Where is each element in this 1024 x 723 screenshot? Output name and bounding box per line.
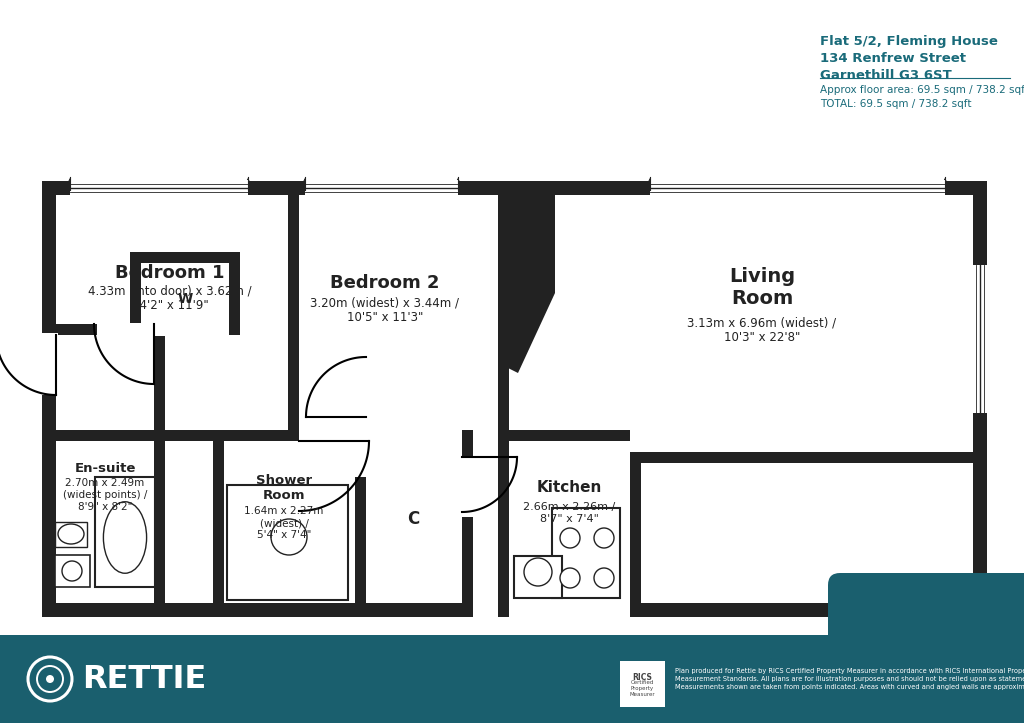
Bar bbox=[630, 452, 973, 463]
Polygon shape bbox=[498, 181, 555, 373]
Circle shape bbox=[560, 568, 580, 588]
Text: 3.20m (widest) x 3.44m /
10'5" x 11'3": 3.20m (widest) x 3.44m / 10'5" x 11'3" bbox=[310, 296, 460, 324]
Bar bbox=[630, 452, 641, 617]
Bar bbox=[97, 323, 165, 336]
Bar bbox=[42, 324, 165, 335]
Circle shape bbox=[524, 558, 552, 586]
Text: Shower
Room: Shower Room bbox=[256, 474, 312, 502]
Text: Measurement point: Measurement point bbox=[906, 591, 994, 599]
Text: TOTAL: 69.5 sqm / 738.2 sqft: TOTAL: 69.5 sqm / 738.2 sqft bbox=[820, 99, 972, 109]
Bar bbox=[620, 661, 665, 707]
Text: Kitchen: Kitchen bbox=[537, 481, 602, 495]
Text: Plan produced for Rettie by RICS Certified Property Measurer in accordance with : Plan produced for Rettie by RICS Certifi… bbox=[675, 668, 1024, 690]
Bar bbox=[630, 603, 987, 617]
Bar bbox=[498, 430, 509, 617]
Bar bbox=[498, 195, 509, 441]
Bar bbox=[213, 441, 224, 617]
Bar bbox=[229, 252, 240, 335]
Text: Garnethill G3 6ST: Garnethill G3 6ST bbox=[820, 69, 951, 82]
Bar bbox=[354, 417, 367, 477]
Bar bbox=[973, 195, 987, 617]
Text: Bedroom 1: Bedroom 1 bbox=[116, 264, 224, 282]
Bar bbox=[498, 430, 630, 441]
Ellipse shape bbox=[103, 502, 146, 573]
Text: W: W bbox=[528, 256, 544, 270]
Bar bbox=[95, 477, 155, 587]
Text: 4.33m (into door) x 3.62m /
14'2" x 11'9": 4.33m (into door) x 3.62m / 14'2" x 11'9… bbox=[88, 284, 252, 312]
Bar bbox=[461, 457, 474, 517]
Text: RICS: RICS bbox=[632, 673, 652, 682]
Text: 2.70m x 2.49m
(widest points) /
8'9" x 8'2": 2.70m x 2.49m (widest points) / 8'9" x 8… bbox=[62, 479, 147, 512]
Circle shape bbox=[560, 528, 580, 548]
FancyBboxPatch shape bbox=[828, 573, 1024, 652]
Circle shape bbox=[594, 568, 614, 588]
Text: C: C bbox=[408, 510, 420, 528]
Bar bbox=[227, 485, 348, 600]
Bar bbox=[42, 603, 473, 617]
Circle shape bbox=[46, 675, 54, 683]
Bar bbox=[972, 265, 988, 413]
Bar bbox=[130, 252, 141, 335]
Text: RETTIE: RETTIE bbox=[82, 664, 206, 695]
Bar bbox=[514, 556, 562, 598]
Text: 1.64m x 2.27m
(widest) /
5'4" x 7'4": 1.64m x 2.27m (widest) / 5'4" x 7'4" bbox=[245, 506, 324, 539]
Text: En-suite: En-suite bbox=[75, 461, 136, 474]
Bar bbox=[55, 522, 87, 547]
Bar bbox=[55, 555, 90, 587]
Bar bbox=[70, 180, 248, 196]
Text: W: W bbox=[177, 292, 193, 306]
Circle shape bbox=[271, 519, 307, 555]
Text: Approx floor area: 69.5 sqm / 738.2 sqft: Approx floor area: 69.5 sqm / 738.2 sqft bbox=[820, 85, 1024, 95]
Text: Bedroom 2: Bedroom 2 bbox=[331, 274, 439, 292]
Bar bbox=[552, 508, 620, 598]
Text: Measurer: Measurer bbox=[629, 692, 654, 697]
Text: 2.66m x 2.26m /
8'7" x 7'4": 2.66m x 2.26m / 8'7" x 7'4" bbox=[523, 502, 615, 523]
Bar bbox=[130, 252, 240, 263]
Circle shape bbox=[594, 528, 614, 548]
Bar bbox=[42, 195, 56, 617]
Text: Indicates area of
Limited Use Space: Indicates area of Limited Use Space bbox=[914, 602, 998, 622]
Text: 134 Renfrew Street: 134 Renfrew Street bbox=[820, 52, 966, 65]
Text: Flat 5/2, Fleming House: Flat 5/2, Fleming House bbox=[820, 35, 997, 48]
Text: Certified: Certified bbox=[631, 680, 653, 685]
Circle shape bbox=[62, 561, 82, 581]
Bar bbox=[299, 429, 371, 442]
Bar bbox=[898, 606, 911, 617]
Text: Living
Room: Living Room bbox=[729, 268, 795, 309]
Bar bbox=[0, 635, 1024, 723]
Ellipse shape bbox=[58, 524, 84, 544]
Bar bbox=[462, 430, 473, 617]
Bar bbox=[154, 324, 165, 617]
Bar bbox=[42, 430, 288, 441]
Bar bbox=[650, 180, 945, 196]
Bar bbox=[288, 195, 299, 441]
Bar bbox=[42, 333, 58, 395]
Text: Property: Property bbox=[631, 686, 653, 691]
Bar bbox=[355, 430, 366, 617]
Bar bbox=[898, 606, 911, 617]
Bar bbox=[305, 180, 458, 196]
Text: 3.13m x 6.96m (widest) /
10'3" x 22'8": 3.13m x 6.96m (widest) / 10'3" x 22'8" bbox=[687, 316, 837, 344]
Bar bbox=[42, 181, 987, 195]
